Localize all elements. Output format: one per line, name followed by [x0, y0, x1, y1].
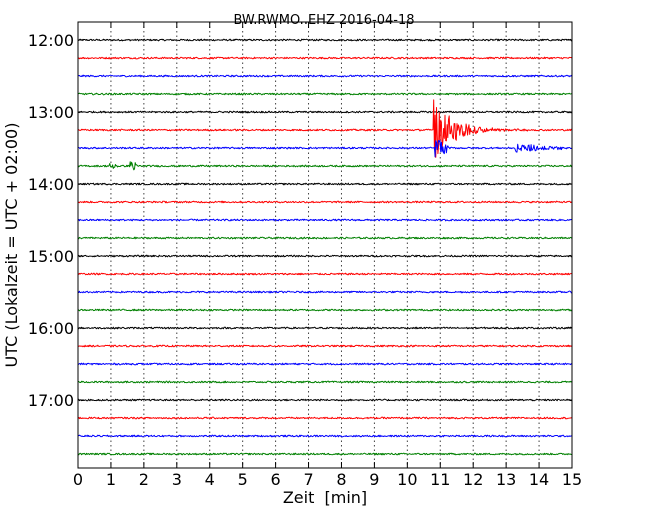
trace-1330: [77, 139, 573, 158]
trace-group: [77, 38, 573, 456]
trace-1400: [77, 182, 573, 186]
trace-1500: [77, 254, 573, 258]
x-tick-label: 15: [562, 470, 582, 489]
trace-1200: [77, 38, 573, 42]
trace-1345: [77, 161, 573, 171]
trace-1715: [77, 416, 573, 420]
trace-1315: [77, 99, 573, 158]
y-tick-label: 15:00: [28, 247, 74, 266]
trace-1700: [77, 398, 573, 402]
trace-1600: [77, 326, 573, 330]
x-tick-label: 5: [238, 470, 248, 489]
trace-1730: [77, 434, 573, 438]
trace-1415: [77, 200, 573, 204]
trace-1645: [77, 380, 573, 384]
x-tick-label: 4: [205, 470, 215, 489]
x-tick-label: 8: [336, 470, 346, 489]
trace-1545: [77, 308, 573, 312]
y-tick-label: 16:00: [28, 319, 74, 338]
x-tick-label: 9: [369, 470, 379, 489]
x-tick-label: 13: [496, 470, 516, 489]
x-axis-label: Zeit [min]: [283, 488, 367, 507]
plot-frame: [77, 21, 573, 469]
trace-1515: [77, 272, 573, 276]
x-tick-label: 7: [303, 470, 313, 489]
trace-1215: [77, 56, 573, 60]
x-tick-label: 2: [139, 470, 149, 489]
x-tick-label: 12: [463, 470, 483, 489]
trace-1230: [77, 74, 573, 78]
x-tick-label: 6: [271, 470, 281, 489]
x-axis-ticks: 0 1 2 3 4 5 6 7 8 9 10 11 12 13 14 15: [73, 22, 582, 489]
y-axis-label: UTC (Lokalzeit = UTC + 02:00): [2, 123, 21, 368]
trace-1245: [77, 92, 573, 96]
chart-title: BW.RWMO..EHZ 2016-04-18: [233, 13, 414, 28]
trace-1430: [77, 218, 573, 222]
x-tick-label: 3: [172, 470, 182, 489]
y-tick-label: 12:00: [28, 31, 74, 50]
x-tick-label: 14: [529, 470, 549, 489]
y-tick-label: 17:00: [28, 391, 74, 410]
x-tick-label: 11: [430, 470, 450, 489]
y-tick-label: 13:00: [28, 103, 74, 122]
x-tick-label: 1: [106, 470, 116, 489]
x-tick-label: 0: [73, 470, 83, 489]
x-tick-label: 10: [397, 470, 417, 489]
trace-1615: [77, 344, 573, 348]
trace-1630: [77, 362, 573, 366]
trace-1745: [77, 452, 573, 456]
trace-1300: [77, 110, 573, 114]
trace-1530: [77, 290, 573, 294]
y-tick-label: 14:00: [28, 175, 74, 194]
y-axis-ticks: 12:00 13:00 14:00 15:00 16:00 17:00: [28, 31, 572, 410]
trace-1445: [77, 236, 573, 240]
